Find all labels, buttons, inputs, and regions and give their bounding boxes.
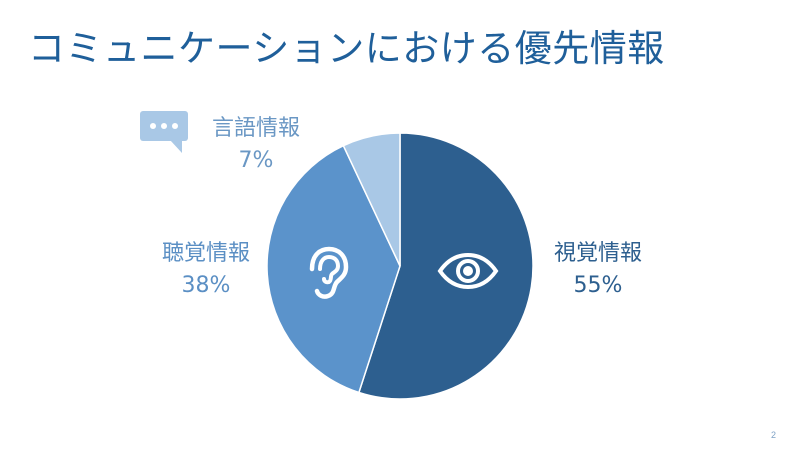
slice-verbal (342, 132, 401, 267)
slice-hearing (266, 144, 401, 394)
slice-name-hearing: 聴覚情報 (161, 241, 250, 266)
slice-label-visual: 視覚情報 55% (538, 238, 658, 302)
slice-percent-hearing: 38% (181, 272, 231, 298)
eye-icon (437, 252, 499, 290)
slice-percent-visual: 55% (573, 272, 623, 298)
slice-name-visual: 視覚情報 (553, 241, 642, 266)
page-title: コミュニケーションにおける優先情報 (28, 27, 665, 70)
speech-bubble-icon (140, 111, 188, 153)
slice-percent-verbal: 7% (238, 147, 274, 173)
slice-label-hearing: 聴覚情報 38% (146, 238, 266, 302)
slice-label-verbal: 言語情報 7% (196, 113, 316, 177)
slice-name-verbal: 言語情報 (211, 116, 300, 141)
page-number: 2 (770, 430, 776, 440)
ear-icon (309, 246, 349, 299)
